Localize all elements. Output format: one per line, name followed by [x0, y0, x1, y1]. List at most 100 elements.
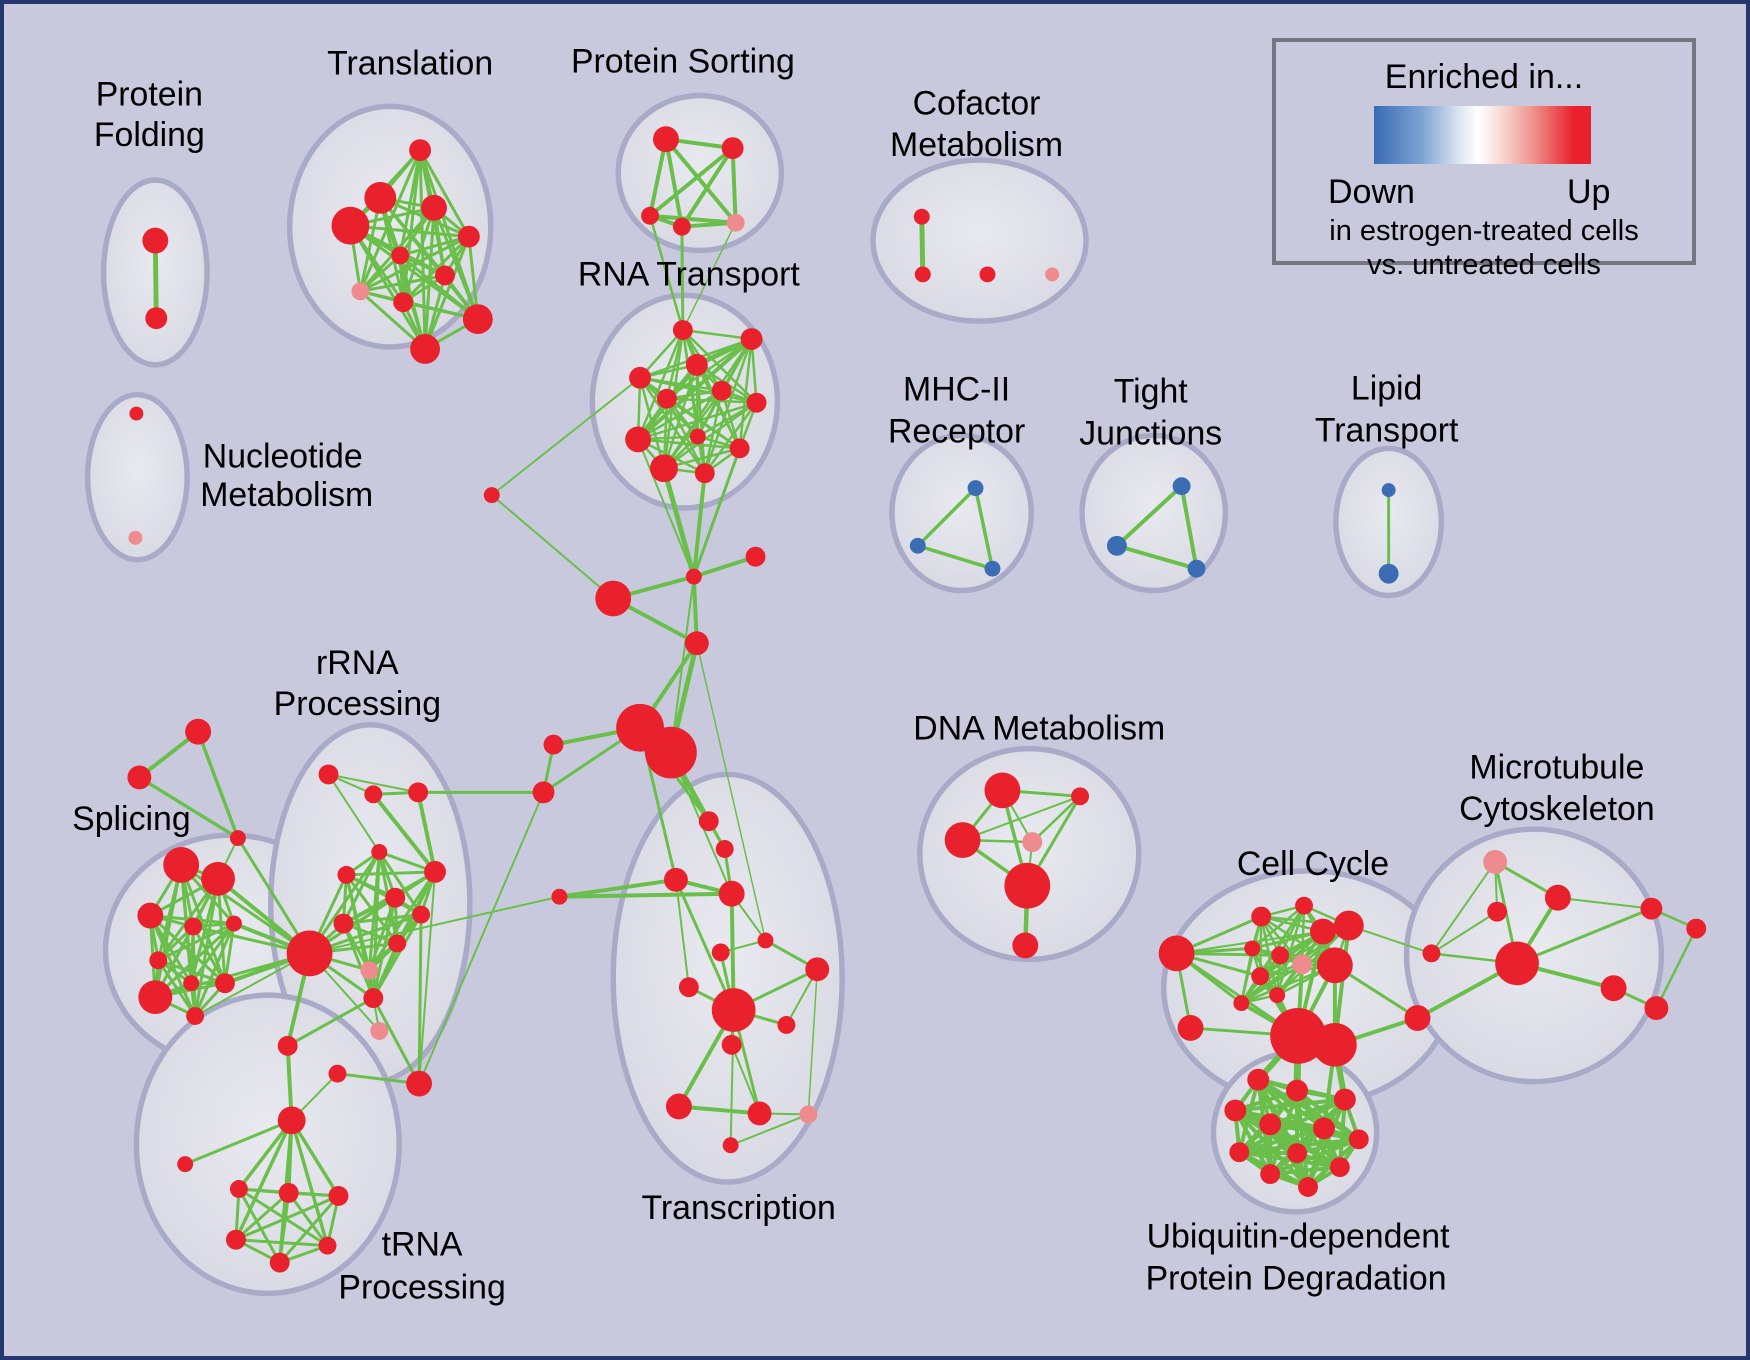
gene-set-node-mh3 [984, 560, 1001, 577]
edge-tx8-tx15 [807, 968, 819, 1116]
cluster-label-tight-junctions-line1: Tight [1114, 373, 1189, 411]
gene-set-node-cc6 [1271, 946, 1290, 965]
edge-rt11-j1 [661, 465, 697, 580]
cluster-label-nucleotide-metabolism-line1: Nucleotide [203, 437, 363, 475]
edge-ps3-rt1 [648, 214, 685, 332]
gene-set-node-cc10 [1233, 995, 1250, 1012]
gene-set-node-c1 [551, 888, 568, 905]
edge-trh-tr6 [289, 1118, 341, 1198]
edge-m3-tx6 [696, 642, 767, 942]
legend-title: Enriched in... [1384, 58, 1584, 96]
gene-set-node-dm6 [1012, 932, 1039, 959]
edge-c1-tx4 [557, 891, 734, 899]
gene-set-node-tx13 [665, 1093, 692, 1120]
edge-rr3-rr6 [416, 790, 438, 874]
cluster-label-microtubule-cytoskeleton-line1: Microtubule [1469, 748, 1644, 786]
gene-set-node-rr7 [385, 887, 406, 908]
gene-set-node-s2 [532, 781, 555, 804]
gene-set-node-tl7 [435, 265, 455, 286]
gene-set-node-rr12 [388, 934, 407, 953]
gene-set-node-t1 [185, 718, 212, 745]
gene-set-node-rt8 [625, 426, 652, 453]
edge-ps1-ps5 [663, 137, 738, 225]
gene-set-node-sp10 [186, 1007, 205, 1025]
gene-set-node-rt10 [729, 438, 750, 459]
edge-rt2-rt10 [738, 337, 753, 450]
edge-mtL-mt2 [1430, 910, 1499, 955]
cluster-label-rna-transport-line1: RNA Transport [578, 255, 800, 293]
cluster-label-trna-processing-line1: tRNA [382, 1226, 463, 1264]
edge-tr6-tr9 [278, 1194, 340, 1265]
gene-set-node-rr9 [412, 905, 431, 924]
edge-tl4-tl10 [432, 206, 480, 321]
edge-rr16-rr6 [418, 870, 437, 1085]
gene-set-node-mt1 [1544, 884, 1571, 911]
gene-set-node-cc9 [1316, 947, 1353, 984]
gene-set-node-tx12 [721, 1034, 742, 1055]
gene-set-node-tl11 [410, 334, 440, 364]
edge-mt5-mt6 [1655, 927, 1698, 1010]
edge-mh2-mh3 [916, 544, 995, 571]
gene-set-node-t2 [127, 765, 152, 790]
gene-set-node-sp2 [201, 861, 235, 896]
edge-rt4-rt12 [638, 376, 707, 475]
gene-set-node-mt4 [1640, 897, 1663, 920]
edge-tj1-tj2 [1114, 484, 1184, 548]
edge-tl3-tl5 [348, 224, 471, 239]
gene-set-node-rr4 [371, 844, 388, 860]
gene-set-node-ub2 [1286, 1079, 1309, 1102]
edge-cn1-m2 [490, 494, 615, 600]
cluster-ellipse-mhc-ii-receptor [889, 432, 1035, 594]
gene-set-node-sp9 [138, 980, 173, 1015]
edge-rr7-rr10 [367, 896, 397, 972]
gene-set-node-mtB [1495, 941, 1539, 986]
edge-tx13-tx14 [676, 1104, 762, 1116]
edge-tl1-tl8 [358, 148, 422, 293]
edge-hub-sp9 [153, 951, 312, 999]
edge-mh1-mh2 [916, 486, 978, 548]
gene-set-node-rr2 [364, 785, 383, 804]
edge-j1-m1 [691, 554, 758, 579]
gene-set-node-mh2 [909, 537, 926, 554]
gene-set-node-tx9 [678, 977, 699, 998]
cluster-label-microtubule-cytoskeleton-line2: Cytoskeleton [1459, 790, 1655, 828]
gene-set-node-m3 [684, 631, 709, 656]
legend-caption-line2: vs. untreated cells [1367, 249, 1601, 281]
gene-set-node-cf1 [913, 208, 930, 225]
edge-rr1-rr4 [327, 773, 381, 853]
gene-set-node-mh1 [967, 480, 984, 497]
gene-set-node-tj1 [1172, 477, 1191, 496]
cluster-label-protein-folding-line1: Protein [96, 75, 203, 113]
gene-set-node-rt3 [685, 353, 708, 376]
edge-ps4-ps5 [679, 220, 738, 229]
gene-set-node-tl8 [351, 282, 370, 301]
edge-tr6-tr7 [234, 1194, 340, 1242]
edge-rt10-j1 [692, 446, 742, 579]
edge-tl2-tl8 [358, 196, 382, 293]
gene-set-node-tl4 [421, 194, 447, 221]
gene-set-node-rt11 [650, 454, 678, 483]
gene-set-node-sp6 [149, 951, 168, 970]
cluster-label-rrna-processing-line2: Processing [274, 685, 441, 723]
cluster-label-rrna-processing-line1: rRNA [316, 644, 399, 682]
legend-box: Enriched in... Down Up in estrogen-treat… [1272, 38, 1696, 281]
gene-set-node-tl9 [393, 292, 414, 313]
edge-tr1-rr14 [286, 996, 375, 1048]
gene-set-node-ps5 [726, 213, 745, 232]
cluster-label-protein-sorting-line1: Protein Sorting [571, 43, 795, 81]
gene-set-node-rr10 [360, 961, 379, 980]
edge-ps1-ps3 [648, 137, 668, 218]
legend-caption-line1: in estrogen-treated cells [1329, 215, 1639, 247]
gene-set-node-cc7 [1292, 954, 1312, 975]
gene-set-node-ub12 [1298, 1177, 1318, 1197]
gene-set-node-dm1 [984, 772, 1021, 809]
edge-t1-t3 [196, 729, 240, 840]
edge-trh-tr4 [237, 1118, 294, 1191]
edge-rr7-rr14 [371, 896, 397, 1000]
gene-set-node-m1 [745, 546, 766, 567]
gene-set-node-ps1 [653, 126, 679, 153]
gene-set-node-cc5 [1244, 940, 1261, 957]
gene-set-node-ccL [1158, 935, 1195, 972]
gene-set-node-sp3 [137, 902, 164, 929]
edge-sp5-sp10 [193, 922, 236, 1018]
